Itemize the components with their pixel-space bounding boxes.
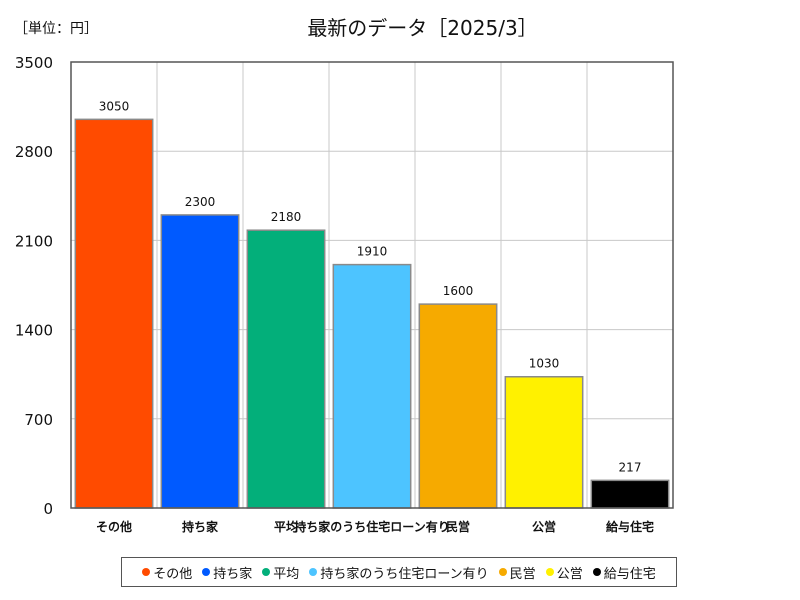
data-label: 1030 xyxy=(529,357,560,371)
x-tick-label: 持ち家のうち住宅ローン有り xyxy=(294,519,449,534)
y-tick-label: 2800 xyxy=(15,143,53,161)
bar xyxy=(504,375,584,509)
bar xyxy=(590,479,670,509)
legend-label: 民営 xyxy=(509,566,536,582)
y-tick-label: 700 xyxy=(24,411,53,429)
x-tick-label: 民営 xyxy=(446,519,470,534)
chart-title-text: 最新のデータ［2025/3］ xyxy=(307,16,538,40)
legend-item: 給与住宅 xyxy=(592,563,656,582)
legend: その他 持ち家 平均 持ち家のうち住宅ローン有り 民営 公営 給与住宅 xyxy=(121,557,677,587)
bar xyxy=(160,214,240,509)
plot-border xyxy=(70,61,674,509)
x-tick-label: 平均 xyxy=(274,519,298,534)
y-tick-label: 1400 xyxy=(15,322,53,340)
bar xyxy=(332,263,412,509)
legend-swatch xyxy=(262,568,271,576)
legend-item: 平均 xyxy=(262,563,299,582)
legend-swatch xyxy=(142,568,151,576)
legend-swatch xyxy=(545,568,554,576)
legend-label: 給与住宅 xyxy=(603,566,656,582)
x-tick-label: 公営 xyxy=(532,519,556,534)
legend-item: 公営 xyxy=(545,563,583,582)
legend-item: 持ち家 xyxy=(202,563,252,582)
data-label: 3050 xyxy=(99,99,130,113)
chart-title: 最新のデータ［2025/3］ xyxy=(0,12,800,41)
unit-label: ［単位：円］ xyxy=(14,21,98,37)
data-label: 1600 xyxy=(443,284,474,298)
legend-label: 公営 xyxy=(556,566,583,582)
data-label: 2300 xyxy=(185,195,216,209)
data-label: 2180 xyxy=(271,210,302,224)
y-tick-label: 2100 xyxy=(15,232,53,250)
legend-label: 持ち家のうち住宅ローン有り xyxy=(320,566,489,582)
legend-label: 持ち家 xyxy=(213,566,253,582)
legend-item: 持ち家のうち住宅ローン有り xyxy=(309,563,489,582)
bar xyxy=(418,303,498,509)
bar xyxy=(74,118,154,509)
legend-swatch xyxy=(202,568,211,576)
legend-label: 平均 xyxy=(273,566,300,582)
legend-label: その他 xyxy=(153,566,193,582)
x-tick-label: 持ち家 xyxy=(182,519,219,534)
bar xyxy=(246,229,326,509)
legend-item: その他 xyxy=(142,563,192,582)
data-label: 217 xyxy=(619,460,642,474)
x-tick-label: 給与住宅 xyxy=(606,519,654,534)
data-label: 1910 xyxy=(357,245,388,259)
legend-item: 民営 xyxy=(498,563,536,582)
y-tick-label: 0 xyxy=(43,500,53,518)
x-tick-label: その他 xyxy=(96,519,132,534)
legend-swatch xyxy=(498,568,507,576)
legend-swatch xyxy=(309,568,318,576)
legend-swatch xyxy=(592,568,601,576)
y-tick-label: 3500 xyxy=(15,54,53,72)
